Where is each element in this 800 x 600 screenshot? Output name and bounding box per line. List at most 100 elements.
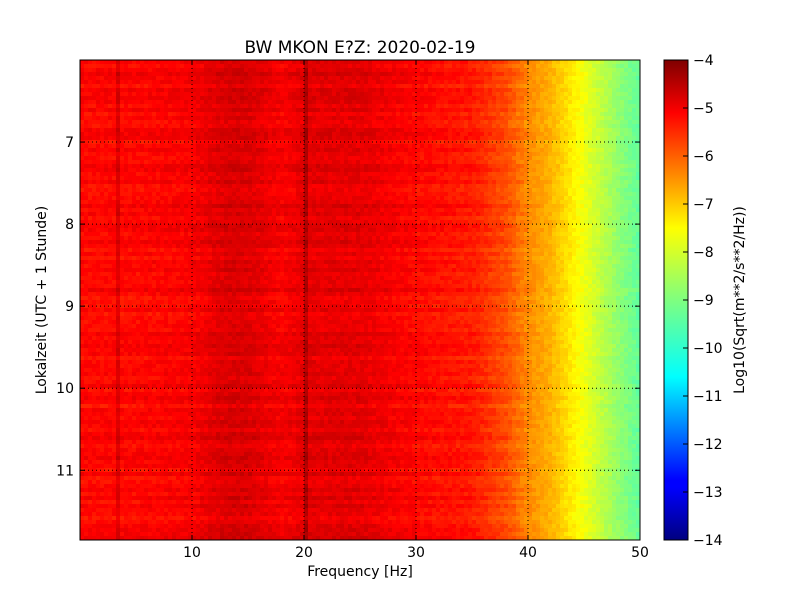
heatmap-cell [504, 60, 509, 65]
heatmap-cell [576, 88, 581, 93]
heatmap-cell [192, 172, 197, 177]
heatmap-cell [168, 132, 173, 137]
heatmap-cell [280, 60, 285, 65]
heatmap-cell [540, 152, 545, 157]
heatmap-cell [176, 160, 181, 165]
heatmap-cell [140, 116, 145, 121]
heatmap-cell [412, 72, 417, 77]
heatmap-cell [256, 132, 261, 137]
heatmap-cell [480, 168, 485, 173]
heatmap-cell [136, 172, 141, 177]
heatmap-cell [80, 184, 85, 189]
heatmap-cell [84, 76, 89, 81]
heatmap-cell [332, 136, 337, 141]
heatmap-cell [616, 148, 621, 153]
heatmap-cell [396, 60, 401, 65]
heatmap-cell [484, 188, 489, 193]
heatmap-cell [252, 76, 257, 81]
heatmap-cell [340, 200, 345, 205]
heatmap-cell [328, 184, 333, 189]
heatmap-cell [592, 148, 597, 153]
heatmap-cell [508, 176, 513, 181]
heatmap-cell [320, 184, 325, 189]
heatmap-cell [252, 64, 257, 69]
heatmap-cell [388, 156, 393, 161]
heatmap-cell [128, 92, 133, 97]
heatmap-cell [400, 188, 405, 193]
heatmap-cell [280, 140, 285, 145]
heatmap-cell [164, 76, 169, 81]
heatmap-cell [352, 160, 357, 165]
heatmap-cell [140, 184, 145, 189]
heatmap-cell [592, 64, 597, 69]
heatmap-cell [500, 112, 505, 117]
heatmap-cell [372, 144, 377, 149]
heatmap-cell [212, 64, 217, 69]
heatmap-cell [620, 116, 625, 121]
heatmap-cell [388, 152, 393, 157]
heatmap-cell [216, 100, 221, 105]
heatmap-cell [256, 116, 261, 121]
heatmap-cell [116, 124, 121, 129]
heatmap-cell [552, 124, 557, 129]
heatmap-cell [604, 184, 609, 189]
heatmap-cell [160, 116, 165, 121]
heatmap-cell [348, 172, 353, 177]
heatmap-cell [152, 124, 157, 129]
heatmap-cell [272, 152, 277, 157]
heatmap-cell [436, 152, 441, 157]
heatmap-cell [224, 112, 229, 117]
heatmap-cell [184, 76, 189, 81]
heatmap-cell [560, 160, 565, 165]
heatmap-cell [184, 112, 189, 117]
heatmap-cell [208, 60, 213, 65]
heatmap-cell [456, 132, 461, 137]
heatmap-cell [132, 188, 137, 193]
heatmap-cell [180, 156, 185, 161]
heatmap-cell [172, 116, 177, 121]
heatmap-cell [220, 164, 225, 169]
heatmap-cell [524, 164, 529, 169]
heatmap-cell [224, 188, 229, 193]
heatmap-cell [632, 108, 637, 113]
heatmap-cell [312, 124, 317, 129]
heatmap-cell [628, 164, 633, 169]
heatmap-cell [300, 132, 305, 137]
heatmap-cell [492, 116, 497, 121]
heatmap-cell [96, 180, 101, 185]
heatmap-cell [592, 68, 597, 73]
heatmap-cell [364, 152, 369, 157]
heatmap-cell [268, 160, 273, 165]
heatmap-cell [248, 192, 253, 197]
heatmap-cell [628, 60, 633, 65]
heatmap-cell [464, 88, 469, 93]
heatmap-cell [424, 76, 429, 81]
heatmap-cell [276, 64, 281, 69]
heatmap-cell [360, 84, 365, 89]
heatmap-cell [128, 68, 133, 73]
heatmap-cell [348, 184, 353, 189]
heatmap-cell [460, 60, 465, 65]
heatmap-cell [232, 168, 237, 173]
heatmap-cell [280, 64, 285, 69]
heatmap-cell [384, 100, 389, 105]
heatmap-cell [200, 160, 205, 165]
heatmap-cell [268, 192, 273, 197]
heatmap-cell [84, 128, 89, 133]
heatmap-cell [296, 140, 301, 145]
heatmap-cell [284, 92, 289, 97]
heatmap-cell [348, 72, 353, 77]
heatmap-cell [228, 132, 233, 137]
heatmap-cell [356, 140, 361, 145]
heatmap-cell [328, 148, 333, 153]
heatmap-cell [560, 76, 565, 81]
heatmap-cell [336, 188, 341, 193]
heatmap-cell [408, 92, 413, 97]
heatmap-cell [636, 196, 640, 201]
heatmap-cell [332, 172, 337, 177]
heatmap-cell [152, 128, 157, 133]
heatmap-cell [616, 64, 621, 69]
heatmap-cell [352, 144, 357, 149]
heatmap-cell [560, 64, 565, 69]
heatmap-cell [572, 148, 577, 153]
